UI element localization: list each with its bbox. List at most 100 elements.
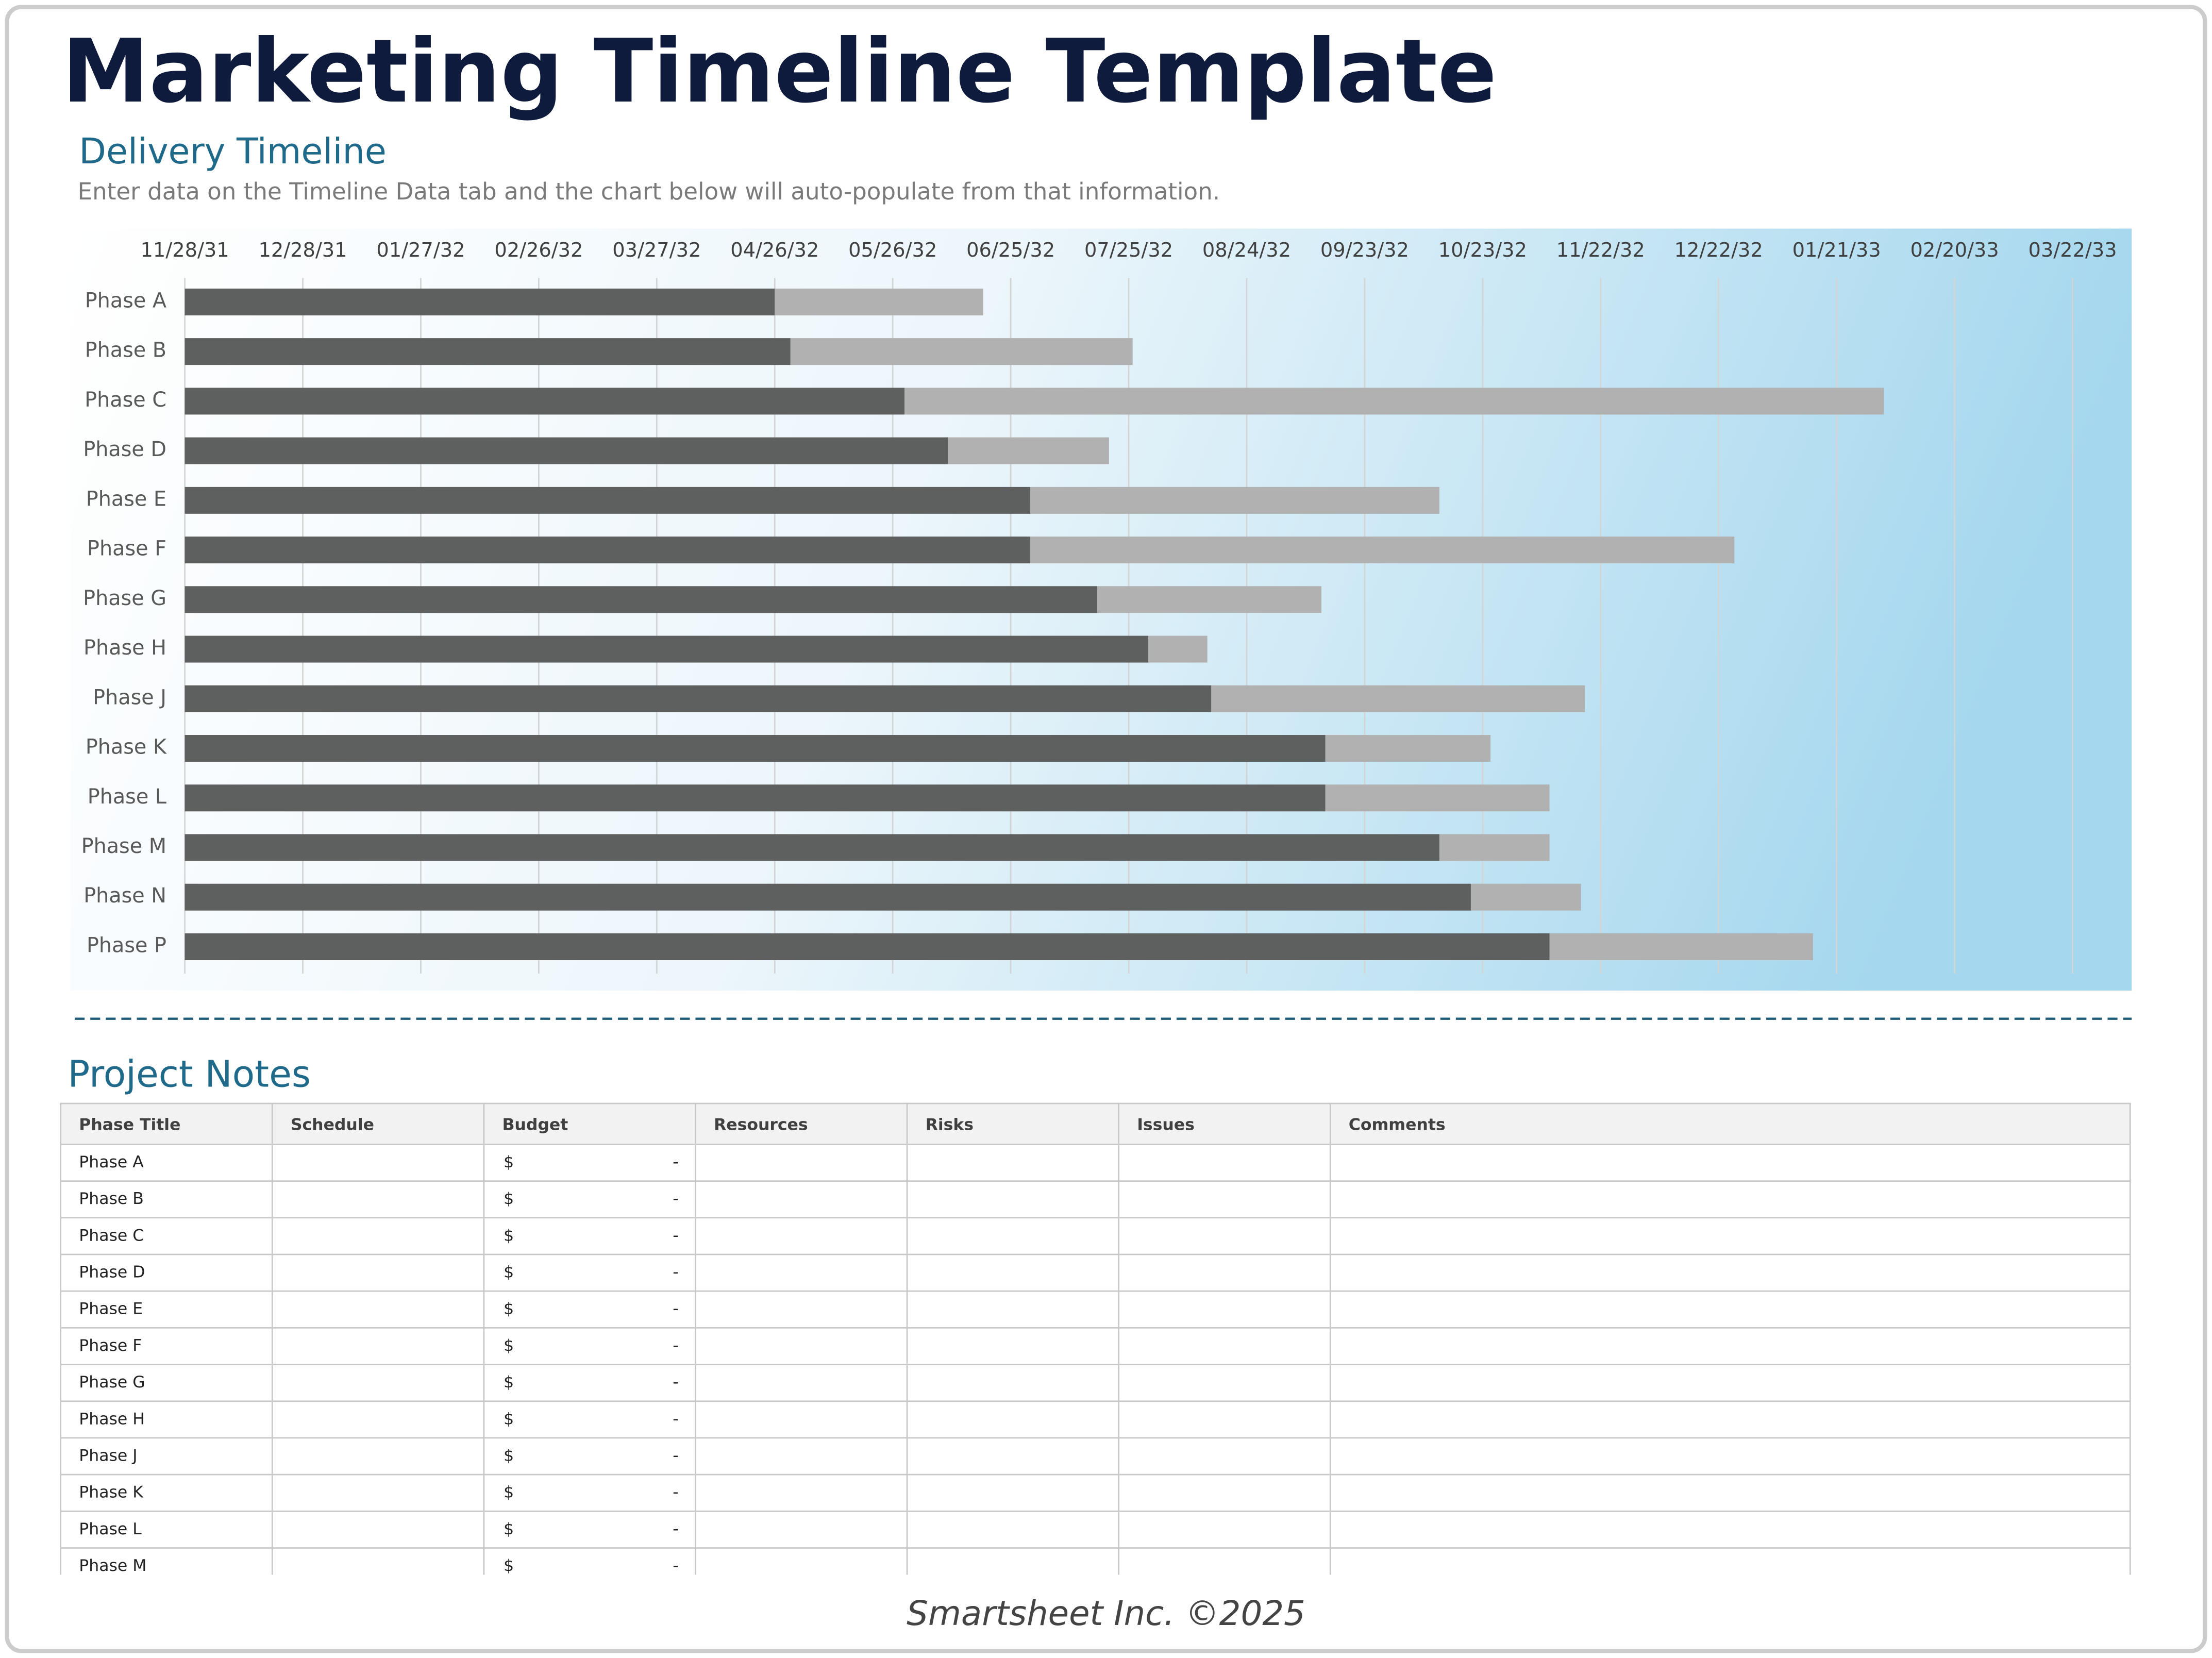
- cell: -: [673, 1373, 678, 1392]
- bar-start: [185, 834, 1439, 861]
- bar-start: [185, 338, 791, 365]
- column-header: Budget: [502, 1115, 568, 1134]
- cell: $: [504, 1153, 514, 1171]
- x-tick-label: 10/23/32: [1438, 239, 1527, 262]
- cell: -: [673, 1446, 678, 1465]
- footer: Smartsheet Inc. ©2025: [907, 1594, 1305, 1633]
- notes-table: Phase Title Schedule Budget Resources Risks I…: [60, 1102, 2131, 1575]
- y-tick-label: Phase B: [85, 339, 166, 362]
- cell: $: [504, 1373, 514, 1392]
- cell: $: [504, 1336, 514, 1355]
- y-tick-label: Phase F: [87, 537, 166, 561]
- page-title: Marketing Timeline Template: [62, 21, 1497, 123]
- cell: $: [504, 1446, 514, 1465]
- cell: Phase F: [79, 1336, 142, 1355]
- cell: Phase M: [79, 1556, 146, 1575]
- x-tick-label: 12/22/32: [1674, 239, 1763, 262]
- cell: -: [673, 1300, 678, 1318]
- cell: Phase E: [79, 1300, 143, 1318]
- cell: Phase D: [79, 1263, 145, 1282]
- x-tick-label: 05/26/32: [848, 239, 937, 262]
- subtitle: Enter data on the Timeline Data tab and …: [78, 178, 1220, 205]
- y-tick-label: Phase K: [86, 735, 167, 759]
- cell: -: [673, 1190, 678, 1208]
- x-tick-label: 11/28/31: [141, 239, 229, 262]
- bar-duration: [1097, 586, 1321, 613]
- y-tick-label: Phase G: [83, 587, 166, 610]
- cell: -: [673, 1483, 678, 1502]
- bar-start: [185, 288, 775, 315]
- column-header: Schedule: [291, 1115, 374, 1134]
- bar-duration: [1148, 635, 1208, 663]
- bar-duration: [948, 437, 1109, 464]
- bar-start: [185, 883, 1471, 911]
- cell: $: [504, 1190, 514, 1208]
- cell: $: [504, 1520, 514, 1538]
- bar-duration: [1439, 834, 1550, 861]
- cell: $: [504, 1483, 514, 1502]
- bar-start: [185, 437, 948, 464]
- y-tick-label: Phase C: [85, 388, 166, 412]
- section-title: Delivery Timeline: [79, 131, 387, 172]
- cell: -: [673, 1410, 678, 1428]
- table-header: [60, 1102, 2131, 1145]
- cell: $: [504, 1300, 514, 1318]
- column-header: Risks: [926, 1115, 974, 1134]
- cell: -: [673, 1226, 678, 1245]
- section-title: Project Notes: [68, 1053, 311, 1096]
- cell: -: [673, 1153, 678, 1171]
- cell: -: [673, 1520, 678, 1538]
- bar-duration: [1325, 735, 1491, 762]
- x-tick-label: 09/23/32: [1320, 239, 1409, 262]
- x-tick-label: 06/25/32: [966, 239, 1055, 262]
- bar-duration: [1030, 537, 1735, 564]
- bar-start: [185, 635, 1149, 663]
- bar-duration: [1211, 685, 1585, 712]
- cell: -: [673, 1336, 678, 1355]
- bar-start: [185, 388, 905, 415]
- chart: 11/28/31 12/28/31 01/27/32 02/26/32 03/27/32…: [81, 239, 2117, 974]
- bar-duration: [790, 338, 1133, 365]
- cell: Phase L: [79, 1520, 142, 1538]
- cell: -: [673, 1556, 678, 1575]
- y-tick-label: Phase N: [83, 884, 166, 908]
- bar-duration: [775, 288, 983, 315]
- x-tick-label: 12/28/31: [258, 239, 347, 262]
- x-tick-label: 02/20/33: [1911, 239, 1999, 262]
- y-tick-label: Phase A: [85, 289, 166, 312]
- cell: $: [504, 1263, 514, 1282]
- column-header: Resources: [714, 1115, 808, 1134]
- x-tick-label: 07/25/32: [1084, 239, 1173, 262]
- bar-duration: [1549, 933, 1813, 960]
- y-tick-label: Phase H: [83, 636, 166, 660]
- cell: Phase J: [79, 1446, 137, 1465]
- y-tick-label: Phase D: [83, 438, 166, 461]
- x-tick-label: 04/26/32: [730, 239, 819, 262]
- bar-start: [185, 487, 1031, 514]
- cell: $: [504, 1226, 514, 1245]
- y-tick-label: Phase P: [87, 933, 166, 957]
- column-header: Comments: [1349, 1115, 1446, 1134]
- cell: Phase C: [79, 1226, 144, 1245]
- bar-duration: [1030, 487, 1439, 514]
- bar-duration: [1470, 883, 1581, 911]
- x-tick-label: 08/24/32: [1202, 239, 1291, 262]
- column-header: Phase Title: [79, 1115, 180, 1134]
- y-tick-label: Phase L: [88, 785, 166, 809]
- cell: $: [504, 1410, 514, 1428]
- bar-duration: [904, 388, 1884, 415]
- cell: $: [504, 1556, 514, 1575]
- bar-start: [185, 784, 1326, 812]
- cell: -: [673, 1263, 678, 1282]
- bar-start: [185, 933, 1550, 960]
- bar-start: [185, 685, 1212, 712]
- x-tick-label: 01/27/32: [376, 239, 465, 262]
- y-tick-label: Phase M: [81, 834, 166, 858]
- cell: Phase G: [79, 1373, 145, 1392]
- cell: Phase K: [79, 1483, 144, 1502]
- x-tick-label: 01/21/33: [1792, 239, 1881, 262]
- bar-start: [185, 537, 1031, 564]
- x-tick-label: 03/22/33: [2028, 239, 2117, 262]
